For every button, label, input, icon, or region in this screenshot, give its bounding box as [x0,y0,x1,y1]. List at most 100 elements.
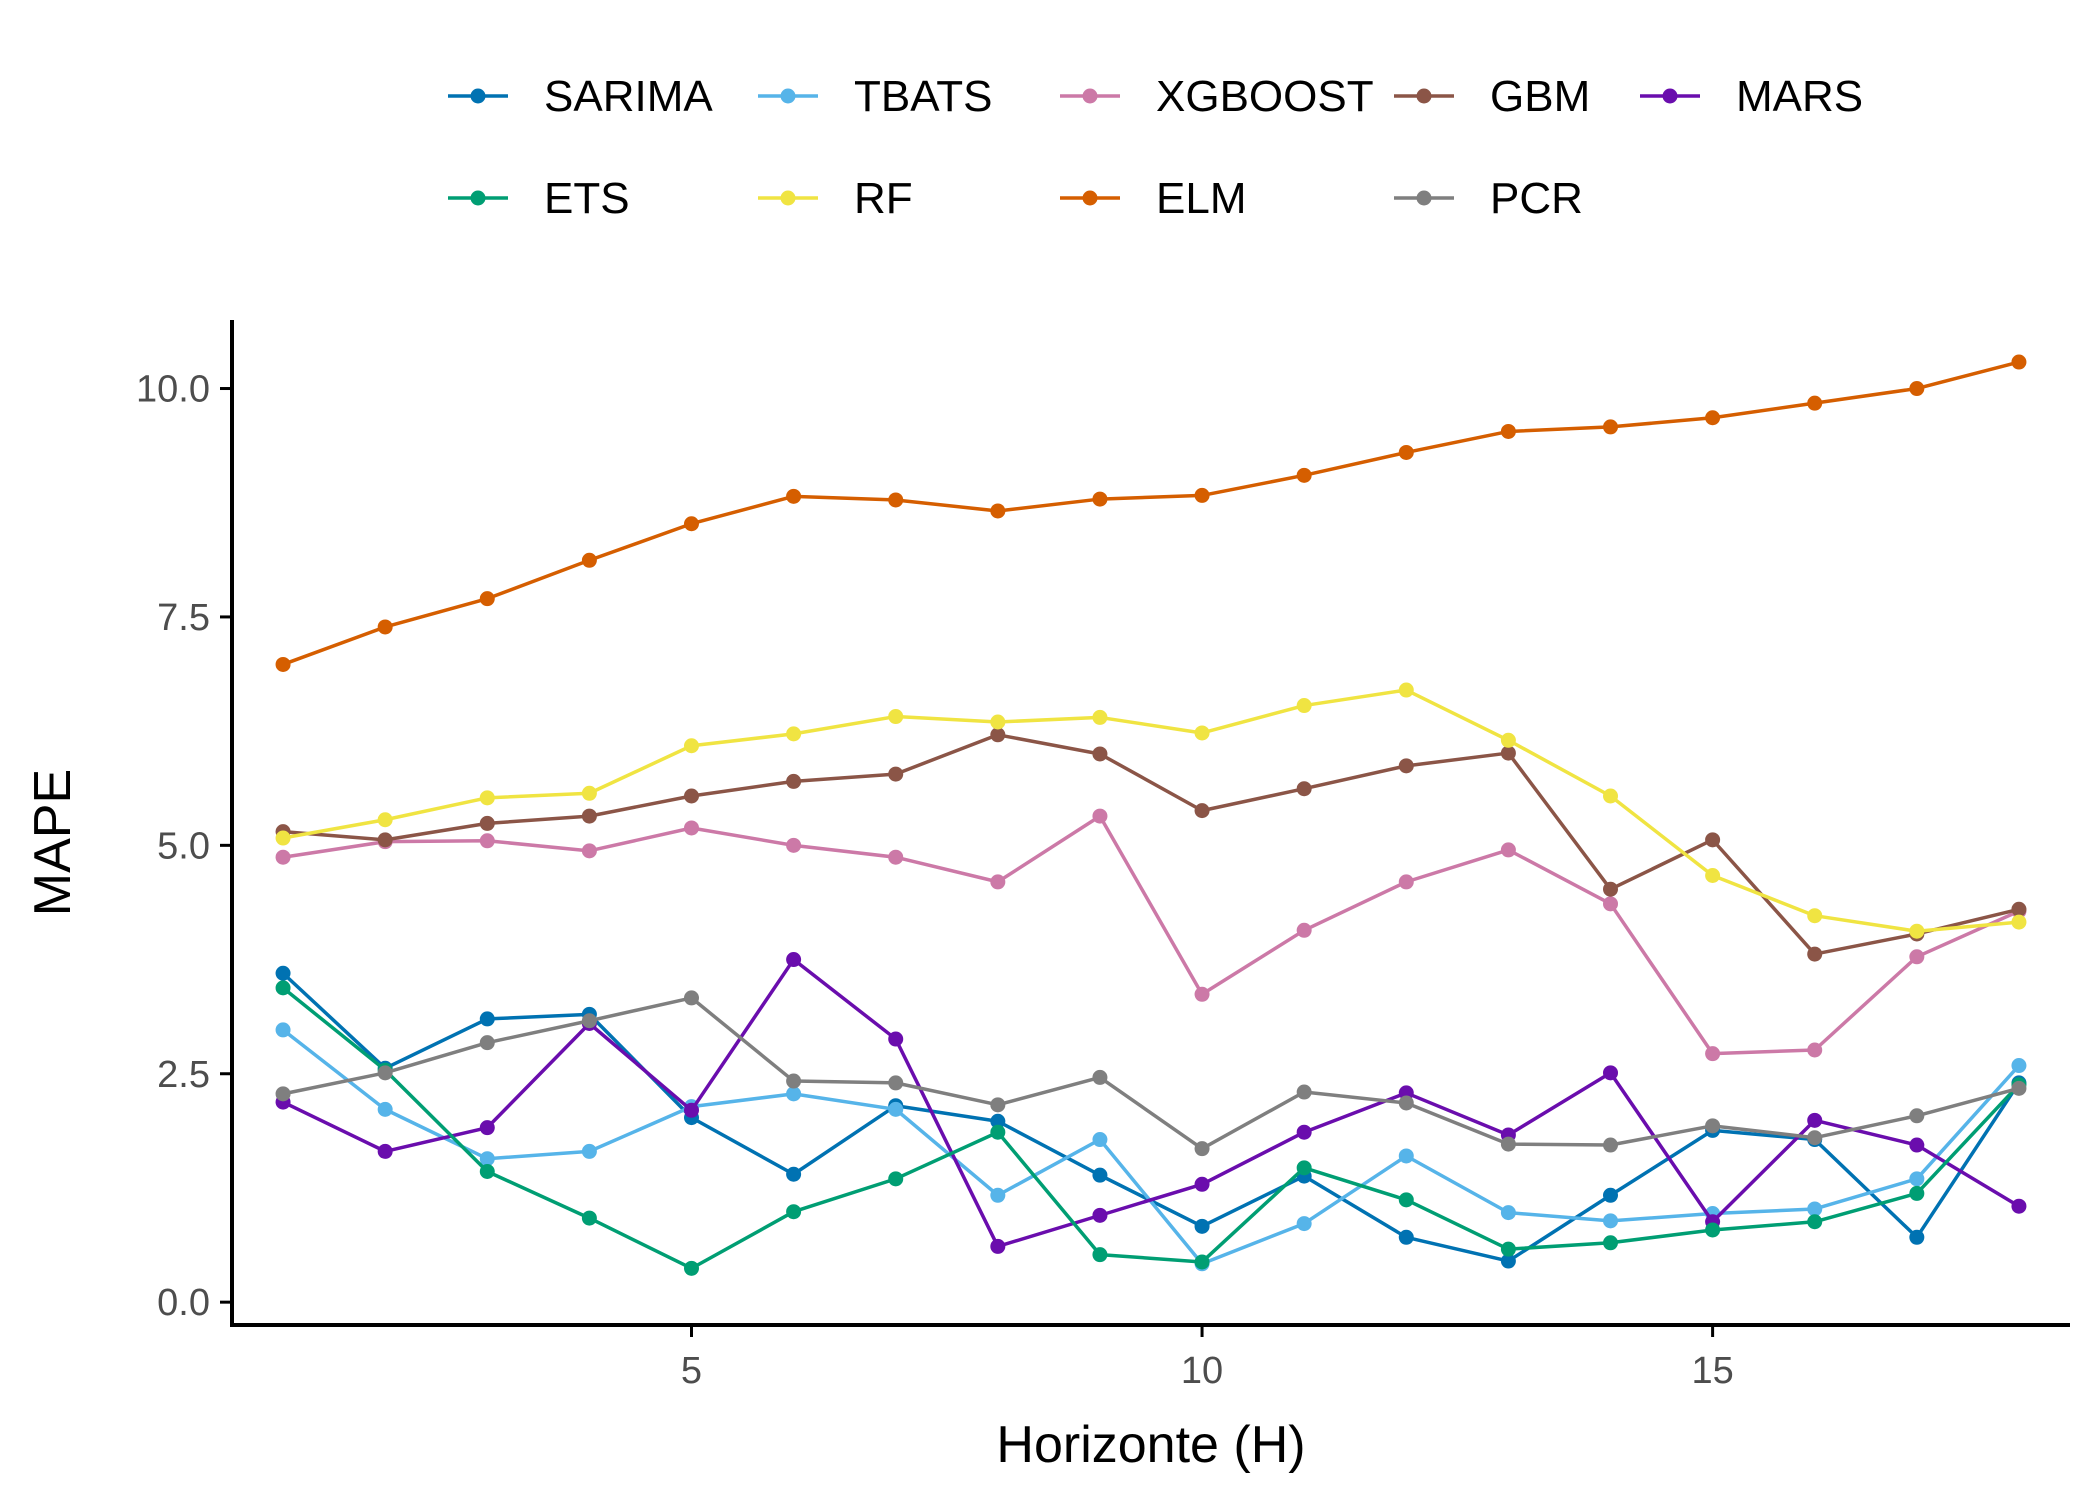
data-point [1909,1171,1925,1187]
series-rf [275,682,2027,939]
data-point [2011,1058,2027,1074]
data-point [275,980,291,996]
data-point [581,1143,597,1159]
data-point [888,492,904,508]
series-gbm [275,727,2027,962]
data-point [1807,1201,1823,1217]
data-point [275,830,291,846]
series-elm [275,354,2027,672]
data-point [1398,1229,1414,1245]
data-point [1603,788,1618,804]
legend-marker [470,190,486,206]
data-point [479,815,495,831]
data-point [275,1022,291,1038]
legend-marker [780,190,796,206]
data-point [377,1065,393,1081]
data-point [1807,1112,1823,1128]
legend-item-xgboost: XGBOOST [1060,72,1374,121]
data-point [1500,1205,1516,1221]
legend-label: XGBOOST [1156,72,1374,121]
data-point [479,1120,495,1136]
data-point [990,874,1006,890]
data-point [1603,1065,1618,1081]
data-point [684,1260,699,1276]
data-point [888,766,904,782]
data-point [684,1102,699,1118]
data-point [581,808,597,824]
data-point [786,952,802,968]
data-point [990,1238,1006,1254]
data-point [2011,901,2027,917]
data-point [1500,745,1516,761]
data-point [1092,746,1108,762]
data-point [1398,758,1414,774]
series-line [282,360,2020,667]
data-point [377,619,393,635]
data-point [1500,732,1516,748]
data-point [1807,908,1823,924]
data-point [1194,986,1210,1002]
data-point [1296,922,1312,938]
data-point [1194,1254,1210,1270]
y-tick-label: 2.5 [157,1054,210,1096]
data-point [479,833,495,849]
data-point [581,1210,597,1226]
data-point [888,1075,904,1091]
data-point [1092,1069,1108,1085]
data-point [1092,709,1108,725]
legend-label: GBM [1490,72,1590,121]
data-point [1296,1216,1312,1232]
y-tick-label: 7.5 [157,597,210,639]
data-point [581,1013,597,1029]
data-point [1194,487,1210,503]
data-point [1296,1160,1312,1176]
data-point [990,1124,1006,1140]
data-point [2011,354,2027,370]
data-point [1398,874,1414,890]
legend-label: ETS [544,174,630,223]
data-point [1705,832,1721,848]
legend-item-sarima: SARIMA [448,72,713,121]
data-point [1909,381,1925,397]
series-line [282,733,2020,956]
data-point [1603,1213,1618,1229]
data-point [1909,923,1925,939]
data-point [377,1101,393,1117]
data-point [786,773,802,789]
data-point [1909,1137,1925,1153]
data-point [1092,1247,1108,1263]
data-point [1092,491,1108,507]
legend-marker [470,88,486,104]
x-tick-label: 10 [1181,1350,1223,1392]
legend-label: RF [854,174,913,223]
data-point [1705,1046,1721,1062]
data-point [1500,842,1516,858]
data-point [1398,682,1414,698]
data-point [684,788,699,804]
data-point [377,832,393,848]
legend-marker [1082,190,1098,206]
data-point [581,785,597,801]
data-point [1194,725,1210,741]
data-point [479,1164,495,1180]
data-point [1807,1042,1823,1058]
data-point [1705,1222,1721,1238]
data-point [990,1113,1006,1129]
data-point [888,1171,904,1187]
data-point [1092,808,1108,824]
axes: 0.0 2.5 5.0 7.5 10.0 5 10 15 [136,320,2070,1392]
data-point [1603,419,1618,435]
data-point [990,714,1006,730]
x-axis-title: Horizonte (H) [996,1416,1305,1474]
data-point [1398,1148,1414,1164]
legend-marker [1662,88,1678,104]
series-ets [275,980,2027,1276]
legend-item-rf: RF [758,174,913,223]
data-point [888,849,904,865]
data-point [786,1073,802,1089]
data-point [1909,949,1925,965]
data-point [1398,1192,1414,1208]
y-tick-label: 0.0 [157,1282,210,1324]
data-point [888,1031,904,1047]
